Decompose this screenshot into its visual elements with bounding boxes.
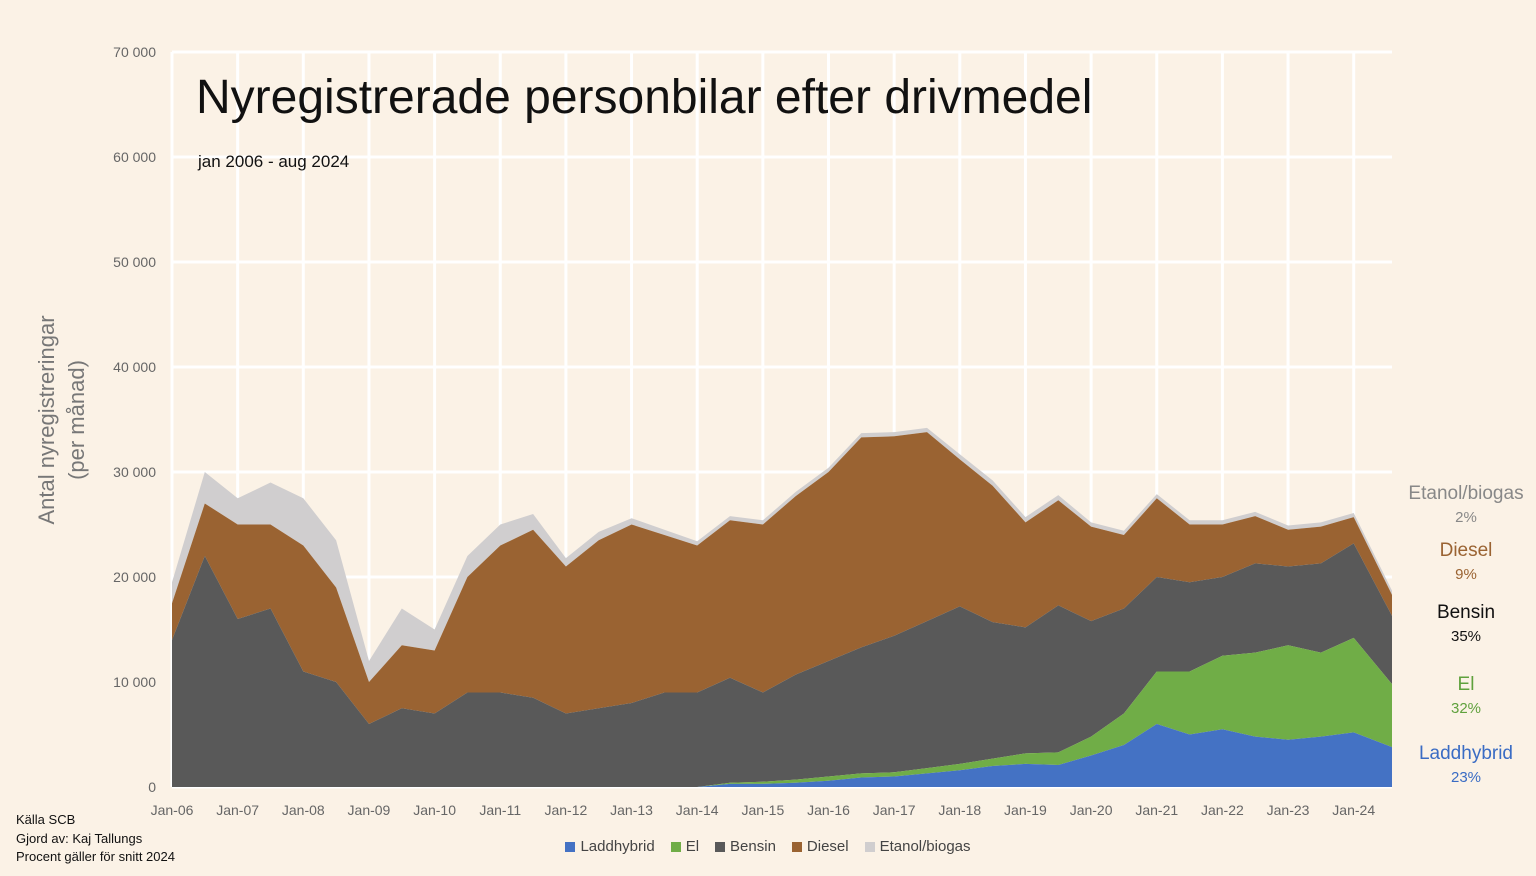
legend: Laddhybrid El Bensin Diesel Etanol/bioga… <box>0 838 1536 855</box>
share-el: El 32% <box>1396 674 1536 717</box>
x-tick-label: Jan-07 <box>216 802 259 818</box>
footnote: Källa SCB Gjord av: Kaj Tallungs Procent… <box>16 811 175 867</box>
x-tick-label: Jan-06 <box>151 802 194 818</box>
legend-item-etanol-biogas: Etanol/biogas <box>864 838 971 855</box>
chart-subtitle: jan 2006 - aug 2024 <box>198 152 350 171</box>
y-axis-label: Antal nyregistreringar (per månad) <box>32 315 92 524</box>
footnote-author: Gjord av: Kaj Tallungs <box>16 830 143 846</box>
x-tick-label: Jan-08 <box>282 802 325 818</box>
x-tick-label: Jan-12 <box>544 802 587 818</box>
legend-label: El <box>685 838 700 855</box>
y-axis-ticks: 0 10 000 20 000 30 000 40 000 50 000 60 000 70 … <box>113 44 156 795</box>
x-tick-label: Jan-19 <box>1004 802 1047 818</box>
chart-title: Nyregistrerade personbilar efter drivmed… <box>196 71 1093 124</box>
legend-item-bensin: Bensin <box>715 838 776 855</box>
share-diesel: Diesel 9% <box>1396 540 1536 583</box>
x-tick-label: Jan-11 <box>479 802 521 818</box>
area-bensin <box>172 543 1392 787</box>
x-tick-label: Jan-09 <box>348 802 391 818</box>
y-tick-label: 20 000 <box>113 569 156 585</box>
x-tick-label: Jan-15 <box>741 802 784 818</box>
legend-label: Laddhybrid <box>580 838 655 855</box>
stacked-areas <box>172 427 1392 787</box>
y-tick-label: 70 000 <box>113 44 156 60</box>
x-tick-label: Jan-18 <box>938 802 981 818</box>
share-laddhybrid: Laddhybrid 23% <box>1396 743 1536 786</box>
legend-label: Diesel <box>806 838 849 855</box>
share-name: El <box>1457 674 1475 695</box>
x-tick-label: Jan-13 <box>610 802 653 818</box>
legend-swatch <box>864 841 875 852</box>
legend-label: Etanol/biogas <box>879 838 971 855</box>
share-value: 32% <box>1450 700 1482 717</box>
share-value: 35% <box>1450 628 1482 645</box>
legend-swatch <box>565 841 576 852</box>
y-axis-label-line1: Antal nyregistreringar <box>34 315 59 525</box>
x-tick-label: Jan-21 <box>1135 802 1178 818</box>
share-name: Diesel <box>1439 540 1493 561</box>
legend-item-el: El <box>670 838 700 855</box>
legend-item-diesel: Diesel <box>791 838 849 855</box>
footnote-source: Källa SCB <box>16 812 76 827</box>
x-tick-label: Jan-17 <box>873 802 916 818</box>
y-tick-label: 30 000 <box>113 464 156 480</box>
legend-label: Bensin <box>730 838 776 855</box>
x-tick-label: Jan-24 <box>1332 802 1375 818</box>
legend-swatch <box>670 841 681 852</box>
y-axis-label-line2: (per månad) <box>64 360 89 480</box>
share-etanol: Etanol/biogas 2% <box>1396 483 1536 526</box>
y-tick-label: 40 000 <box>113 359 156 375</box>
area-el <box>172 637 1392 787</box>
area-laddhybrid <box>172 724 1392 787</box>
x-axis-ticks: Jan-06 Jan-07 Jan-08 Jan-09 Jan-10 Jan-11 Jan-… <box>151 802 1376 818</box>
x-tick-label: Jan-14 <box>676 802 719 818</box>
legend-item-laddhybrid: Laddhybrid <box>565 838 655 855</box>
share-name: Etanol/biogas <box>1408 483 1524 504</box>
x-tick-label: Jan-23 <box>1267 802 1310 818</box>
legend-swatch <box>791 841 802 852</box>
area-diesel <box>172 432 1392 724</box>
y-tick-label: 10 000 <box>113 674 156 690</box>
y-tick-label: 50 000 <box>113 254 156 270</box>
share-bensin: Bensin 35% <box>1396 602 1536 645</box>
legend-swatch <box>715 841 726 852</box>
x-tick-label: Jan-20 <box>1070 802 1113 818</box>
x-tick-label: Jan-22 <box>1201 802 1244 818</box>
y-tick-label: 60 000 <box>113 149 156 165</box>
share-value: 9% <box>1455 566 1477 583</box>
share-value: 23% <box>1450 769 1482 786</box>
x-tick-label: Jan-10 <box>413 802 456 818</box>
y-tick-label: 0 <box>148 779 156 795</box>
share-name: Bensin <box>1436 602 1496 623</box>
share-name: Laddhybrid <box>1418 743 1514 764</box>
x-tick-label: Jan-16 <box>807 802 850 818</box>
footnote-note: Procent gäller för snitt 2024 <box>16 849 175 864</box>
share-value: 2% <box>1455 509 1477 526</box>
